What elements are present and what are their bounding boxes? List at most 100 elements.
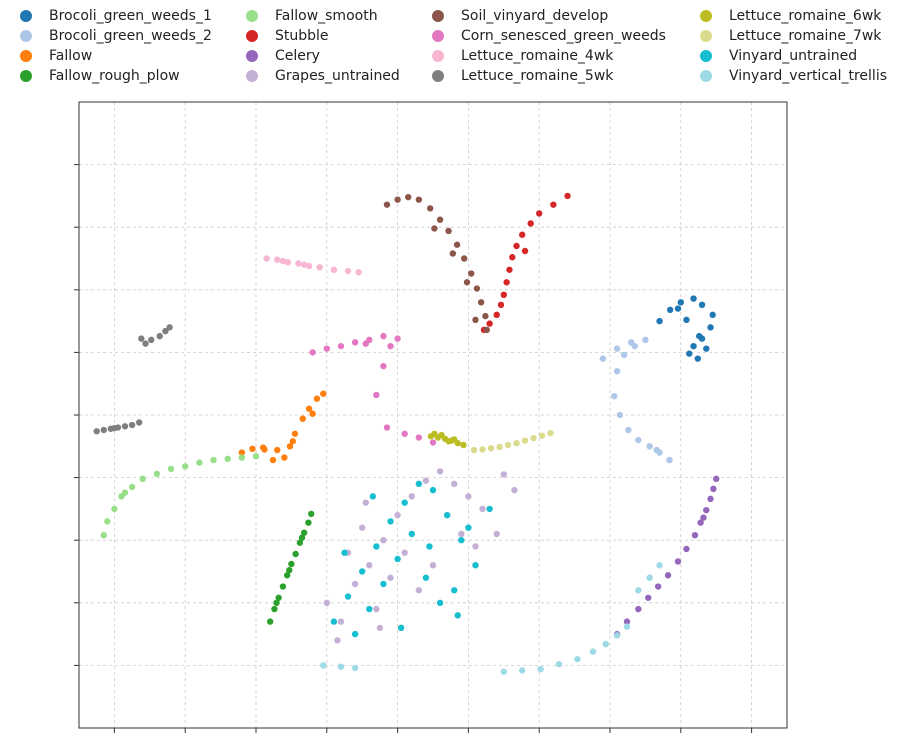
data-point — [296, 539, 304, 546]
data-point — [483, 326, 491, 334]
data-point — [710, 485, 717, 493]
data-point — [359, 568, 366, 575]
data-point — [295, 260, 302, 267]
legend-label: Vinyard_vertical_trellis — [729, 68, 888, 84]
data-point — [611, 393, 618, 400]
data-point — [162, 327, 169, 335]
data-point — [373, 605, 380, 613]
data-point — [513, 242, 520, 250]
data-point — [664, 572, 672, 579]
data-point — [536, 210, 543, 217]
data-point — [460, 441, 467, 449]
data-point — [263, 255, 270, 262]
data-point — [405, 193, 412, 201]
data-point — [344, 593, 352, 600]
data-point — [431, 225, 438, 232]
data-point — [337, 342, 345, 350]
data-point — [128, 421, 136, 429]
data-point — [493, 311, 500, 319]
data-point — [142, 340, 149, 347]
data-point — [646, 443, 653, 450]
data-point — [666, 456, 673, 464]
legend-item: Brocoli_green_weeds_1 — [20, 7, 212, 25]
data-point — [623, 618, 631, 625]
data-point — [298, 534, 306, 541]
data-point — [415, 587, 423, 594]
series-celery — [613, 475, 720, 638]
data-point — [284, 259, 292, 266]
data-point — [635, 605, 642, 613]
data-point — [292, 550, 299, 558]
data-point — [519, 667, 526, 674]
data-point — [323, 599, 330, 606]
data-point — [394, 335, 401, 342]
data-point — [642, 336, 649, 344]
data-point — [493, 530, 500, 538]
data-point — [249, 445, 256, 453]
data-point — [300, 529, 308, 536]
legend-label: Soil_vinyard_develop — [461, 8, 609, 24]
data-point — [468, 270, 475, 277]
series-lettuce-romaine-6wk — [427, 430, 467, 449]
data-point — [509, 254, 516, 261]
data-point — [394, 511, 401, 519]
legend-marker — [432, 70, 444, 82]
data-point — [547, 429, 554, 437]
data-point — [238, 454, 246, 461]
legend-marker — [700, 70, 712, 82]
data-point — [359, 524, 366, 531]
data-point — [631, 342, 638, 350]
data-point — [486, 320, 493, 327]
data-point — [266, 618, 274, 625]
series-lettuce-romaine-7wk — [470, 429, 554, 454]
data-point — [397, 624, 405, 632]
legend-marker — [20, 50, 32, 62]
data-point — [415, 196, 423, 203]
data-point — [305, 519, 312, 526]
data-point — [369, 493, 377, 500]
data-point — [334, 637, 341, 644]
data-point — [698, 301, 706, 309]
legend-item: Brocoli_green_weeds_2 — [20, 27, 212, 45]
data-point — [305, 262, 313, 270]
data-point — [167, 465, 175, 473]
data-point — [383, 424, 391, 431]
data-point — [408, 493, 415, 500]
data-point — [337, 618, 345, 625]
legend-label: Brocoli_green_weeds_1 — [49, 8, 212, 24]
data-point — [451, 436, 458, 443]
data-point — [465, 524, 472, 531]
data-point — [496, 443, 503, 451]
data-point — [691, 531, 699, 539]
data-point — [139, 475, 146, 483]
data-point — [128, 483, 136, 491]
data-point — [683, 316, 690, 324]
series-fallow — [238, 390, 327, 464]
data-point — [320, 390, 327, 397]
data-point — [599, 355, 607, 362]
series-vinyard-vertical-trellis — [320, 562, 663, 675]
legend-label: Vinyard_untrained — [729, 48, 858, 64]
data-point — [460, 255, 468, 262]
data-point — [451, 587, 458, 594]
data-point — [415, 434, 423, 441]
data-point — [281, 454, 288, 461]
data-point — [269, 456, 277, 464]
data-point — [589, 648, 597, 655]
grid-lines — [79, 102, 787, 728]
data-point — [555, 660, 563, 668]
legend-marker — [246, 10, 258, 22]
data-point — [686, 350, 693, 357]
data-point — [458, 537, 465, 544]
data-point — [500, 668, 507, 675]
data-point — [383, 201, 391, 208]
data-point — [279, 257, 287, 265]
legend-marker — [246, 70, 258, 82]
legend-label: Grapes_untrained — [275, 68, 400, 84]
data-point — [436, 216, 444, 223]
data-point — [309, 410, 316, 417]
data-point — [486, 505, 493, 513]
data-point — [602, 640, 609, 648]
data-point — [646, 574, 653, 581]
data-point — [465, 493, 472, 500]
